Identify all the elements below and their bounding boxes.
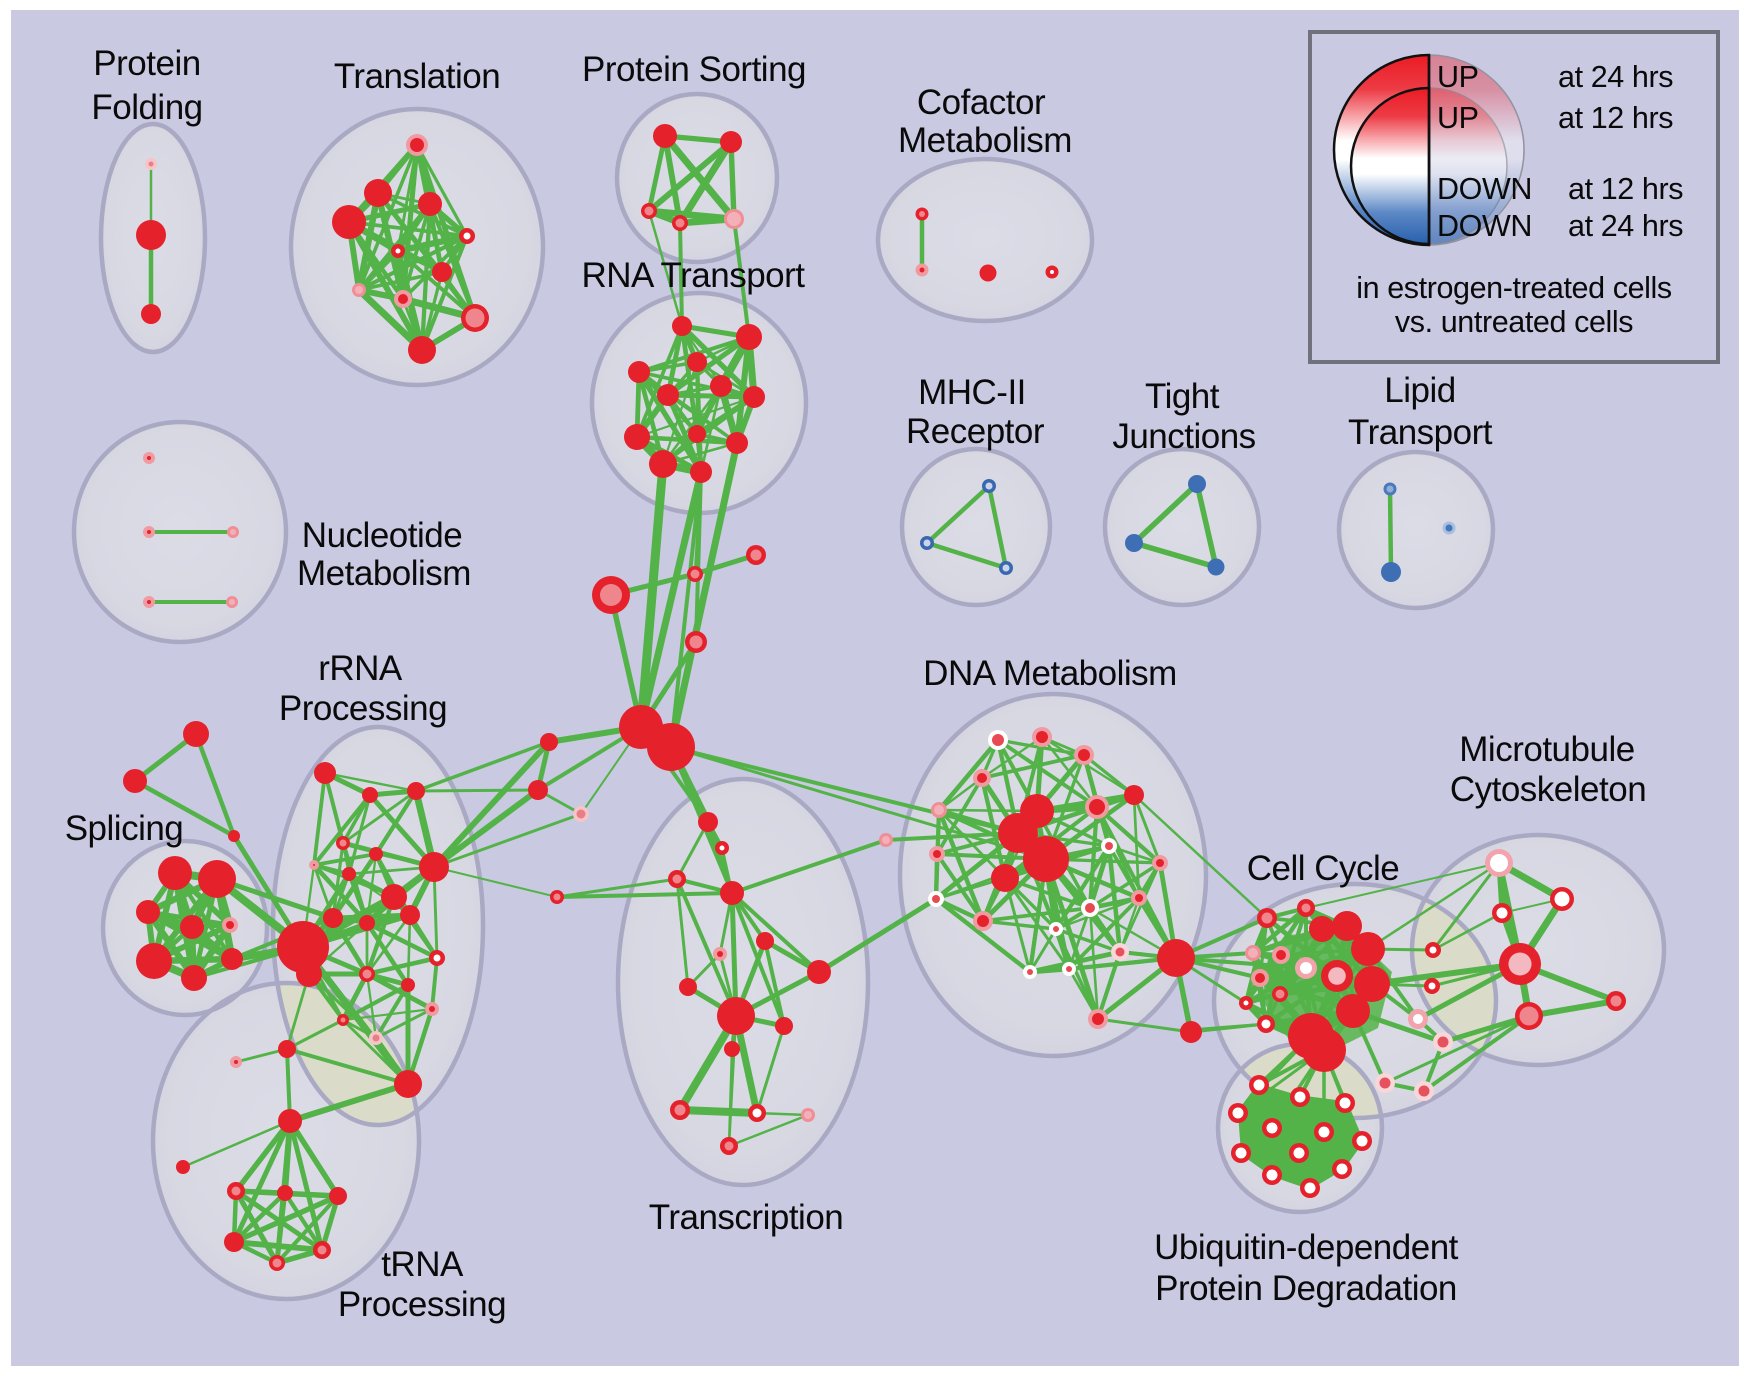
svg-text:Tight: Tight (1145, 377, 1220, 416)
svg-text:at 12 hrs: at 12 hrs (1558, 101, 1673, 135)
svg-text:Receptor: Receptor (906, 412, 1045, 451)
svg-text:Protein Sorting: Protein Sorting (582, 50, 806, 89)
svg-text:DOWN: DOWN (1437, 172, 1532, 206)
svg-text:in estrogen-treated cells: in estrogen-treated cells (1356, 271, 1672, 305)
svg-text:UP: UP (1437, 101, 1479, 135)
svg-text:Metabolism: Metabolism (297, 554, 471, 593)
svg-text:Ubiquitin-dependent: Ubiquitin-dependent (1154, 1228, 1459, 1267)
svg-text:Transcription: Transcription (649, 1198, 844, 1237)
svg-text:Cytoskeleton: Cytoskeleton (1450, 770, 1646, 809)
svg-text:Protein Degradation: Protein Degradation (1155, 1269, 1457, 1308)
svg-text:at 24 hrs: at 24 hrs (1568, 209, 1683, 243)
svg-text:MHC-II: MHC-II (918, 373, 1026, 412)
svg-text:rRNA: rRNA (318, 649, 403, 688)
svg-text:Metabolism: Metabolism (898, 121, 1072, 160)
svg-text:RNA Transport: RNA Transport (581, 256, 805, 295)
svg-text:DOWN: DOWN (1437, 209, 1532, 243)
svg-text:Processing: Processing (338, 1285, 506, 1324)
svg-text:tRNA: tRNA (381, 1245, 464, 1284)
svg-text:Processing: Processing (279, 689, 447, 728)
svg-text:Nucleotide: Nucleotide (302, 516, 462, 555)
svg-text:at 24 hrs: at 24 hrs (1558, 60, 1673, 94)
svg-text:vs. untreated cells: vs. untreated cells (1395, 305, 1633, 339)
svg-text:Protein: Protein (93, 44, 200, 83)
svg-text:Microtubule: Microtubule (1459, 730, 1634, 769)
svg-text:DNA Metabolism: DNA Metabolism (923, 654, 1177, 693)
svg-text:UP: UP (1437, 60, 1479, 94)
svg-text:Transport: Transport (1348, 413, 1493, 452)
svg-text:Junctions: Junctions (1112, 417, 1255, 456)
svg-text:Splicing: Splicing (65, 809, 184, 848)
svg-text:Cofactor: Cofactor (917, 83, 1046, 122)
svg-text:Translation: Translation (334, 57, 500, 96)
svg-text:at 12 hrs: at 12 hrs (1568, 172, 1683, 206)
svg-text:Folding: Folding (91, 88, 202, 127)
svg-text:Lipid: Lipid (1384, 371, 1455, 410)
svg-text:Cell Cycle: Cell Cycle (1247, 849, 1400, 888)
